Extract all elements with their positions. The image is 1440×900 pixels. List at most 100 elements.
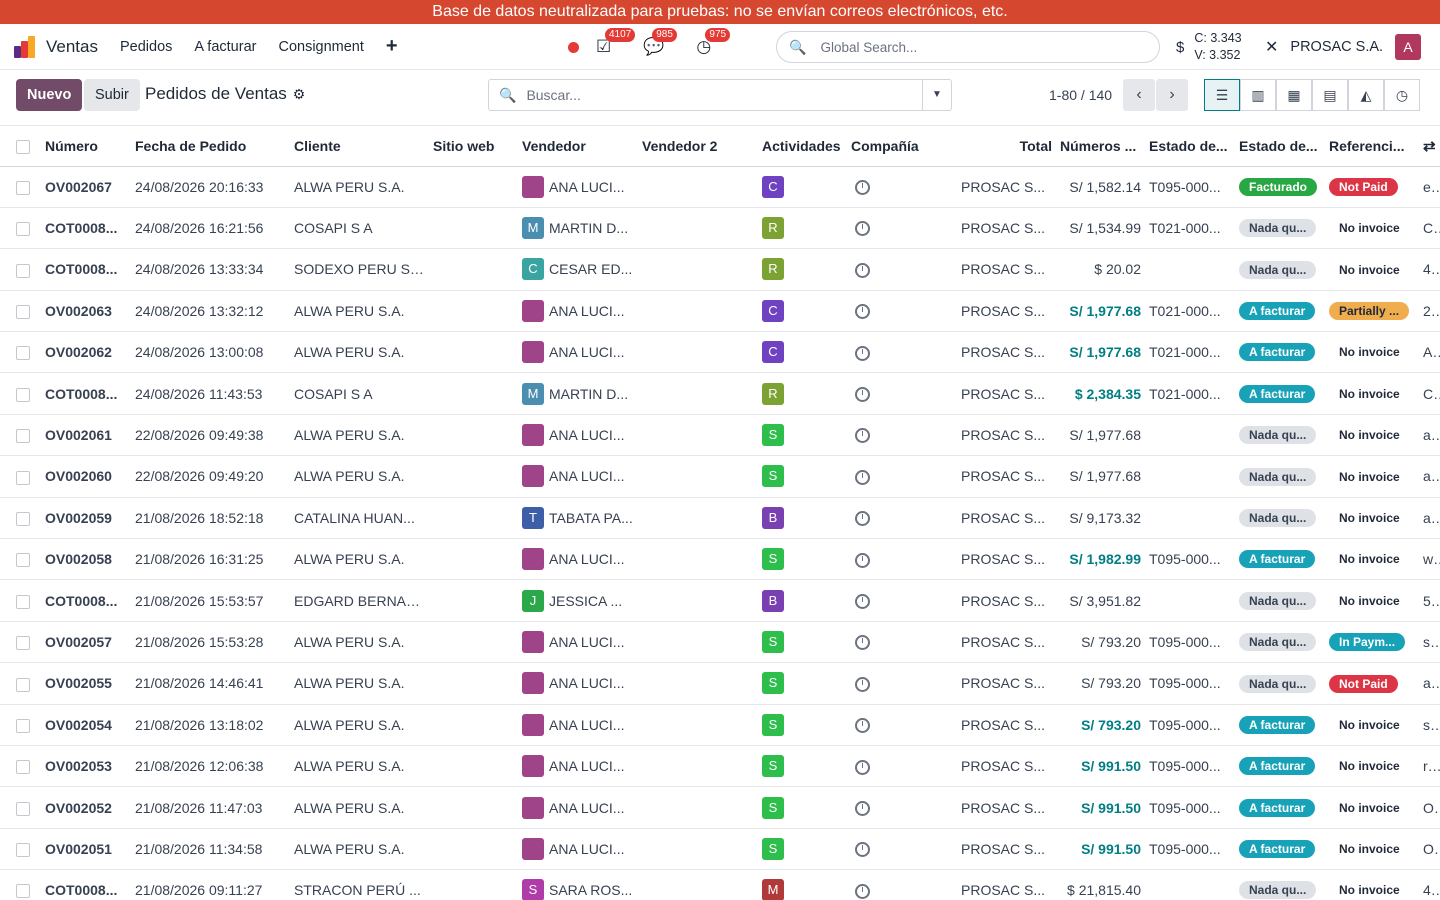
row-checkbox[interactable] [16,677,30,692]
col-vendedor-2[interactable]: Vendedor 2 [638,126,758,167]
col-compania[interactable]: Compañía [847,126,957,167]
activities-cell[interactable] [847,290,957,333]
table-row[interactable]: OV002058 21/08/2026 16:31:25 ALWA PERU S.A… [0,538,1440,581]
row-checkbox[interactable] [16,718,30,733]
row-checkbox[interactable] [16,801,30,816]
activities-checkbox-icon[interactable]: ☑ 4107 [596,28,636,57]
activity-clock-icon[interactable] [855,676,870,692]
activity-clock-icon[interactable] [855,842,870,858]
row-checkbox[interactable] [16,553,30,568]
row-checkbox[interactable] [16,884,30,899]
currency-rates[interactable]: $ C: 3.343 V: 3.352 [1176,30,1242,64]
table-row[interactable]: COT0008... 24/08/2026 11:43:53 COSAPI S A M… [0,372,1440,415]
col-vendedor[interactable]: Vendedor [518,126,638,167]
col-cliente[interactable]: Cliente [290,126,429,167]
activities-cell[interactable] [847,786,957,829]
table-row[interactable]: OV002060 22/08/2026 09:49:20 ALWA PERU S.A… [0,455,1440,498]
pager-previous-button[interactable]: ‹ [1123,79,1155,111]
activity-clock-icon[interactable] [855,759,870,775]
row-checkbox[interactable] [16,429,30,444]
pivot-view-icon[interactable]: ▤ [1312,79,1348,111]
activity-clock-icon[interactable] [855,883,870,899]
global-search-input[interactable]: 🔍 Global Search... [776,31,1160,63]
activities-cell[interactable] [847,579,957,622]
activity-clock-icon[interactable] [855,428,870,444]
activities-cell[interactable] [847,248,957,291]
menu-pedidos[interactable]: Pedidos [120,38,173,55]
col-referencia[interactable]: Referenci... [1325,126,1419,167]
new-button[interactable]: Nuevo [16,79,83,111]
activities-cell[interactable] [847,828,957,871]
menu-consignment[interactable]: Consignment [278,38,364,55]
col-estado-1[interactable]: Estado de... [1145,126,1235,167]
upload-button[interactable]: Subir [84,79,140,111]
row-checkbox[interactable] [16,180,30,195]
col-estado-2[interactable]: Estado de... [1235,126,1325,167]
activity-clock-icon[interactable] [855,221,870,237]
col-actividades[interactable]: Actividades [758,126,847,167]
activities-cell[interactable] [847,372,957,415]
table-row[interactable]: COT0008... 24/08/2026 16:21:56 COSAPI S A M… [0,207,1440,250]
table-row[interactable]: OV002063 24/08/2026 13:32:12 ALWA PERU S.A… [0,290,1440,333]
activity-clock-icon[interactable] [855,511,870,527]
messages-chat-icon[interactable]: 💬 985 [643,28,677,57]
list-view-icon[interactable]: ☰ [1204,79,1240,111]
activities-cell[interactable] [847,704,957,746]
col-numero[interactable]: Número [41,126,131,167]
table-row[interactable]: OV002059 21/08/2026 18:52:18 CATALINA HUAN… [0,497,1440,540]
row-checkbox[interactable] [16,760,30,775]
table-row[interactable]: OV002051 21/08/2026 11:34:58 ALWA PERU S.A… [0,828,1440,871]
activity-clock-icon[interactable] [855,552,870,568]
table-row[interactable]: OV002057 21/08/2026 15:53:28 ALWA PERU S.A… [0,621,1440,664]
activities-cell[interactable] [847,538,957,581]
activity-clock-icon[interactable] [855,635,870,651]
calendar-view-icon[interactable]: ▦ [1276,79,1312,111]
activities-cell[interactable] [847,414,957,457]
row-checkbox[interactable] [16,843,30,858]
company-switcher[interactable]: ✕ PROSAC S.A. [1265,24,1383,70]
row-checkbox[interactable] [16,387,30,402]
table-row[interactable]: OV002061 22/08/2026 09:49:38 ALWA PERU S.A… [0,414,1440,457]
activity-clock-icon[interactable] [855,387,870,403]
optional-columns-icon[interactable]: ⇄ [1423,137,1436,155]
table-row[interactable]: OV002055 21/08/2026 14:46:41 ALWA PERU S.A… [0,662,1440,705]
menu-a-facturar[interactable]: A facturar [194,38,257,55]
activities-cell[interactable] [847,869,957,900]
table-row[interactable]: OV002054 21/08/2026 13:18:02 ALWA PERU S.A… [0,704,1440,746]
row-checkbox[interactable] [16,470,30,485]
row-checkbox[interactable] [16,594,30,609]
activity-clock-icon[interactable] [855,800,870,816]
activity-view-icon[interactable]: ◷ [1384,79,1420,111]
activity-clock-icon[interactable] [855,262,870,278]
timer-clock-icon[interactable]: ◷ 975 [696,28,731,57]
row-checkbox[interactable] [16,636,30,651]
table-row[interactable]: OV002053 21/08/2026 12:06:38 ALWA PERU S.A… [0,745,1440,788]
app-logo-icon[interactable] [14,35,36,58]
user-avatar[interactable]: A [1395,34,1421,60]
table-row[interactable]: COT0008... 21/08/2026 15:53:57 EDGARD BERN… [0,579,1440,622]
row-checkbox[interactable] [16,346,30,361]
search-bar[interactable]: 🔍 Buscar... ▼ [488,79,952,111]
col-numeros[interactable]: Números ... [1056,126,1145,167]
activities-cell[interactable] [847,166,957,208]
select-all-checkbox[interactable] [16,139,30,154]
activity-clock-icon[interactable] [855,304,870,320]
activities-cell[interactable] [847,455,957,498]
activity-clock-icon[interactable] [855,345,870,361]
kanban-view-icon[interactable]: ▥ [1240,79,1276,111]
activities-cell[interactable] [847,207,957,250]
row-checkbox[interactable] [16,263,30,278]
recording-dot-icon[interactable] [568,41,579,53]
activities-cell[interactable] [847,745,957,788]
gear-icon[interactable]: ⚙ [292,85,306,102]
activity-clock-icon[interactable] [855,180,870,196]
row-checkbox[interactable] [16,305,30,320]
app-name[interactable]: Ventas [46,36,98,56]
activities-cell[interactable] [847,497,957,540]
table-row[interactable]: OV002062 24/08/2026 13:00:08 ALWA PERU S.A… [0,331,1440,374]
table-row[interactable]: OV002067 24/08/2026 20:16:33 ALWA PERU S.A… [0,166,1440,208]
col-fecha-pedido[interactable]: Fecha de Pedido [131,126,290,167]
activities-cell[interactable] [847,662,957,705]
col-sitio-web[interactable]: Sitio web [429,126,518,167]
search-input[interactable]: Buscar... [526,87,581,103]
